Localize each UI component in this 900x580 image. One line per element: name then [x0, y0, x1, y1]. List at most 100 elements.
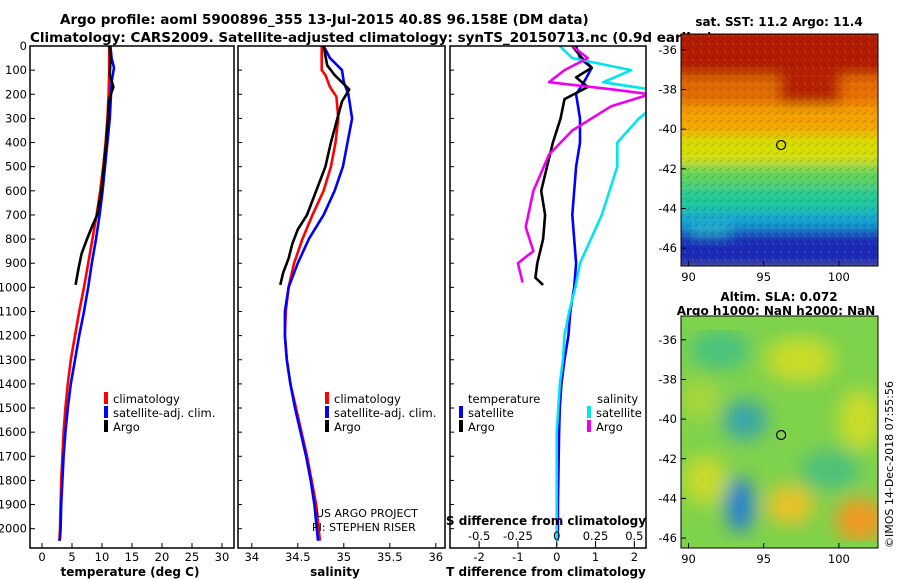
series-satellite-adj-clim-line [58, 46, 116, 542]
legend-swatch-s-satellite [587, 406, 591, 418]
temperature-tick-label: 20 [155, 550, 170, 564]
temperature-tick-label: 0 [38, 550, 45, 564]
depth-tick-label: 2000 [0, 522, 27, 536]
salinity-lines [279, 46, 354, 541]
legend-swatch-argo [325, 420, 329, 432]
sst-ticks: 90 95 100 -36 -38 -40 -42 -44 -46 [658, 43, 850, 284]
depth-tick-label: 1500 [0, 401, 27, 415]
s-difference-label: S difference from climatology [446, 514, 646, 528]
map-lat-tick-label: -42 [658, 452, 677, 466]
map-lon-tick-label: 90 [681, 270, 696, 284]
map-lat-tick-label: -46 [658, 531, 677, 545]
salinity-legend: climatology satellite-adj. clim. Argo [325, 392, 436, 434]
depth-tick-label: 500 [5, 160, 27, 174]
series-argo-line [279, 46, 351, 286]
map-lat-tick-label: -44 [658, 491, 677, 505]
legend-label-s-argo: Argo [596, 420, 623, 434]
salinity-axes-frame [237, 45, 446, 549]
legend-swatch-satellite [325, 406, 329, 418]
depth-tick-label: 1900 [0, 498, 27, 512]
temperature-tick-label: 25 [185, 550, 200, 564]
sla-map-panel: Altim. SLA: 0.072 Argo h1000: NaN h2000:… [658, 290, 879, 566]
pi-annotation: PI: STEPHEN RISER [312, 521, 416, 534]
series-t-argo-line [534, 46, 594, 286]
s-difference-tick-label: 0.25 [583, 529, 609, 543]
series-climatology-line [58, 46, 111, 541]
t-difference-tick-label: 0 [553, 550, 560, 564]
map-lon-tick-label: 90 [681, 552, 696, 566]
sst-title: sat. SST: 11.2 Argo: 11.4 [695, 15, 862, 29]
s-difference-tick-label: 0.5 [625, 529, 643, 543]
depth-tick-label: 1700 [0, 449, 27, 463]
map-lat-tick-label: -46 [658, 241, 677, 255]
salinity-panel: 34 34.5 35 35.5 36 salinity climatology sate… [237, 45, 446, 579]
legend-swatch-t-argo [459, 420, 463, 432]
series-s-argo-line [516, 46, 646, 283]
depth-tick-label: 1300 [0, 353, 27, 367]
legend-label-s-satellite: satellite [596, 406, 642, 420]
title-line-1: Argo profile: aoml 5900896_355 13-Jul-20… [60, 12, 589, 28]
s-difference-tick-label: -0.5 [468, 529, 490, 543]
difference-legend: temperature salinity satellite Argo sate… [459, 392, 642, 434]
depth-tick-label: 1400 [0, 377, 27, 391]
salinity-tick-label: 34 [244, 550, 259, 564]
map-lat-tick-label: -44 [658, 201, 677, 215]
series-satellite-adj-clim-line [283, 46, 354, 541]
s-difference-tick-label: -0.25 [503, 529, 533, 543]
legend-label-argo: Argo [334, 420, 361, 434]
legend-swatch-climatology [325, 392, 329, 404]
legend-swatch-argo [104, 420, 108, 432]
sst-float-marker [776, 139, 787, 151]
sst-map-frame [680, 33, 879, 267]
sla-heatmap [681, 316, 878, 548]
map-lat-tick-label: -42 [658, 162, 677, 176]
salinity-tick-label: 35 [336, 550, 351, 564]
legend-label-satellite: satellite-adj. clim. [334, 406, 436, 420]
sst-heatmap [681, 34, 878, 266]
sla-ticks: 90 95 100 -36 -38 -40 -42 -44 -46 [658, 333, 850, 566]
s-difference-ticks: -0.5 -0.25 0 0.25 0.5 [468, 529, 644, 546]
depth-tick-label: 600 [5, 184, 27, 198]
legend-header-salinity: salinity [597, 392, 638, 406]
legend-label-t-argo: Argo [468, 420, 495, 434]
sla-title: Altim. SLA: 0.072 [720, 290, 837, 304]
temperature-legend: climatology satellite-adj. clim. Argo [104, 392, 215, 434]
depth-tick-label: 100 [5, 63, 27, 77]
legend-swatch-s-argo [587, 420, 591, 432]
map-lon-tick-label: 95 [756, 552, 771, 566]
temperature-tick-label: 15 [125, 550, 140, 564]
depth-tick-label: 400 [5, 136, 27, 150]
map-lat-tick-label: -40 [658, 122, 677, 136]
sla-map-frame [680, 315, 879, 549]
map-lon-tick-label: 100 [828, 552, 850, 566]
legend-label-argo: Argo [113, 420, 140, 434]
t-difference-tick-label: -1 [512, 550, 523, 564]
legend-swatch-climatology [104, 392, 108, 404]
sla-float-marker [776, 429, 787, 441]
map-lat-tick-label: -38 [658, 83, 677, 97]
imos-credit: ©IMOS 14-Dec-2018 07:55:56 [883, 381, 896, 548]
temperature-lines [58, 46, 116, 542]
difference-lines [516, 46, 646, 541]
salinity-ticks: 34 34.5 35 35.5 36 [238, 45, 443, 564]
map-lat-tick-label: -36 [658, 333, 677, 347]
depth-tick-label: 700 [5, 208, 27, 222]
legend-swatch-satellite [104, 406, 108, 418]
depth-tick-label: 1600 [0, 425, 27, 439]
map-lat-tick-label: -36 [658, 43, 677, 57]
legend-header-temperature: temperature [468, 392, 540, 406]
temperature-tick-label: 5 [68, 550, 75, 564]
temperature-xlabel: temperature (deg C) [61, 565, 200, 579]
t-difference-tick-label: 2 [631, 550, 638, 564]
temperature-tick-label: 10 [95, 550, 110, 564]
depth-tick-label: 1100 [0, 304, 27, 318]
temperature-tick-label: 30 [215, 550, 230, 564]
salinity-tick-label: 35.5 [377, 550, 403, 564]
salinity-tick-label: 36 [428, 550, 443, 564]
legend-label-climatology: climatology [113, 392, 180, 406]
legend-label-climatology: climatology [334, 392, 401, 406]
depth-tick-label: 300 [5, 111, 27, 125]
title-line-2: Climatology: CARS2009. Satellite-adjuste… [30, 30, 713, 46]
t-difference-xlabel: T difference from climatology [446, 565, 646, 579]
